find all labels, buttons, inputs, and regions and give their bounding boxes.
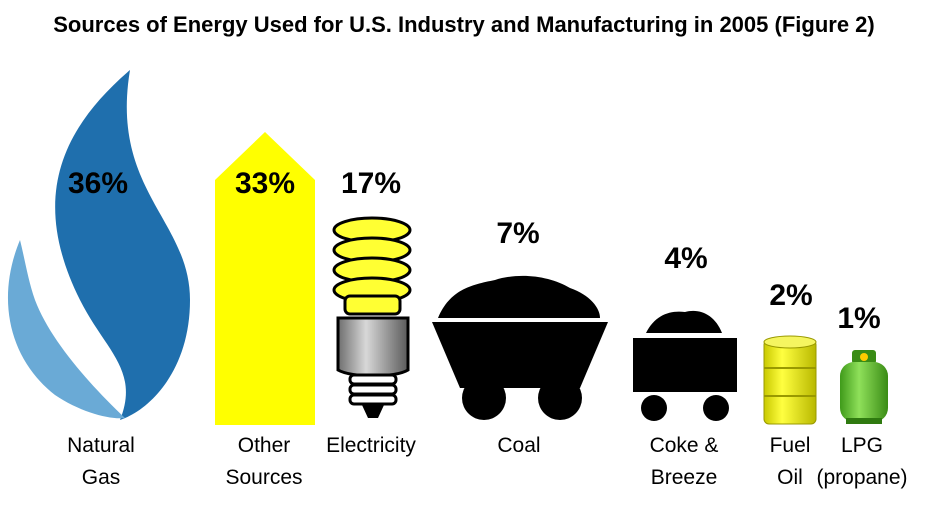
- category-label-natural-gas-line2: Gas: [82, 466, 121, 489]
- category-label-lpg-line2: (propane): [816, 466, 907, 489]
- category-label-other-sources-line2: Sources: [225, 466, 302, 489]
- category-label-fuel-oil-line1: Fuel: [770, 434, 811, 457]
- light-bulb-icon: [332, 216, 412, 418]
- value-label-other-sources: 33%: [235, 167, 295, 200]
- category-label-lpg-line1: LPG: [841, 434, 883, 457]
- coal-cart-icon: [432, 275, 608, 420]
- arrow-icon: [215, 132, 315, 425]
- flame-icon: [7, 70, 191, 420]
- value-label-natural-gas: 36%: [68, 167, 128, 200]
- coke-cart-icon: [633, 310, 737, 421]
- category-label-other-sources-line1: Other: [238, 434, 291, 457]
- category-label-natural-gas-line1: Natural: [67, 434, 135, 457]
- value-label-fuel-oil: 2%: [769, 279, 812, 312]
- value-label-electricity: 17%: [341, 167, 401, 200]
- category-label-electricity: Electricity: [326, 434, 416, 457]
- propane-tank-icon: [840, 350, 888, 424]
- value-label-coke-breeze: 4%: [664, 242, 707, 275]
- category-label-coke-breeze-line1: Coke &: [650, 434, 719, 457]
- value-label-coal: 7%: [496, 217, 539, 250]
- oil-barrel-icon: [763, 335, 817, 425]
- value-label-lpg: 1%: [837, 302, 880, 335]
- category-label-fuel-oil-line2: Oil: [777, 466, 803, 489]
- category-label-coal: Coal: [497, 434, 540, 457]
- category-label-coke-breeze-line2: Breeze: [651, 466, 718, 489]
- chart-title: Sources of Energy Used for U.S. Industry…: [53, 12, 875, 37]
